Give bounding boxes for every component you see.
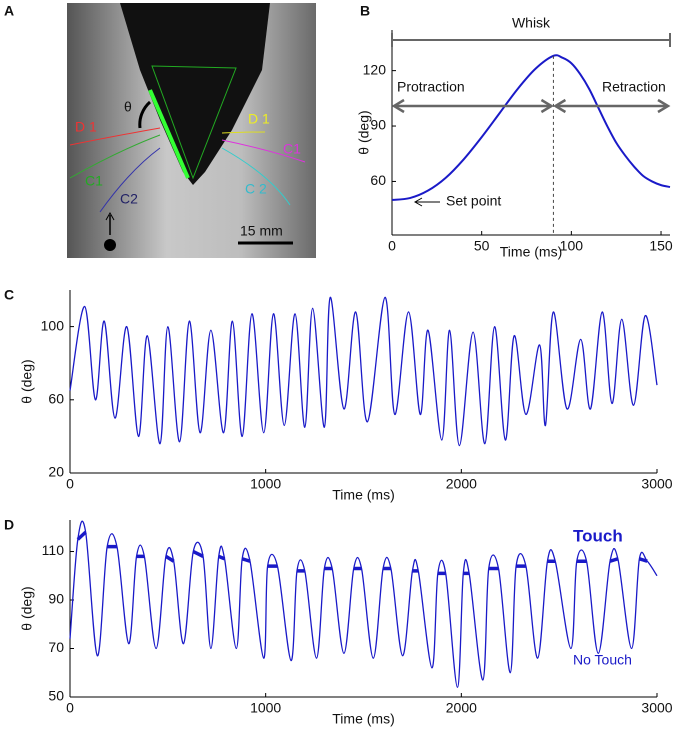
photo-panel: A θ D 1 C1 C2 D 1 C1 C 2 15 mm xyxy=(4,3,316,258)
chart: D 50 70 90 110 0 1000 2000 3000 Time (ms) θ (deg) T… xyxy=(4,517,673,727)
whisker-label: C1 xyxy=(85,173,103,189)
arrow-head xyxy=(552,98,567,114)
y-axis-label: θ (deg) xyxy=(356,110,372,154)
annotation: Set point xyxy=(446,193,501,209)
arrow-head xyxy=(540,98,554,114)
x-tick-label: 3000 xyxy=(641,700,672,716)
arrow-head xyxy=(391,98,405,114)
x-tick-label: 0 xyxy=(66,476,74,492)
angle-arc xyxy=(138,100,152,129)
y-axis-label: θ (deg) xyxy=(19,359,35,403)
x-tick-label: 50 xyxy=(474,238,490,254)
data-line xyxy=(69,520,658,688)
y-axis-label: θ (deg) xyxy=(19,586,35,630)
pole xyxy=(104,239,116,251)
x-tick-label: 150 xyxy=(649,238,673,254)
whisker xyxy=(221,147,291,206)
x-axis-label: Time (ms) xyxy=(500,244,562,260)
whisker xyxy=(221,139,306,163)
y-tick-label: 50 xyxy=(48,688,64,704)
whisker-label: D 1 xyxy=(248,111,270,127)
y-tick-label: 20 xyxy=(48,464,64,480)
x-axis-label: Time (ms) xyxy=(332,487,394,503)
y-tick-label: 90 xyxy=(370,117,386,133)
whisker-label: C2 xyxy=(120,191,138,207)
data-line xyxy=(76,530,648,576)
whisker xyxy=(221,131,266,134)
arrow-head xyxy=(657,98,671,114)
y-tick-label: 60 xyxy=(370,172,386,188)
x-tick-label: 0 xyxy=(388,238,396,254)
y-tick-label: 110 xyxy=(42,542,65,558)
y-tick-label: 100 xyxy=(41,317,65,333)
whisker-label: C1 xyxy=(283,141,301,157)
angle-label: θ xyxy=(124,99,132,115)
data-line xyxy=(69,296,658,447)
x-tick-label: 1000 xyxy=(250,700,281,716)
y-tick-label: 70 xyxy=(48,639,64,655)
x-tick-label: 0 xyxy=(66,700,74,716)
x-tick-label: 2000 xyxy=(446,476,477,492)
x-tick-label: 2000 xyxy=(446,700,477,716)
scale-label: 15 mm xyxy=(240,223,283,239)
whisker-label: C 2 xyxy=(245,181,267,197)
whisker xyxy=(69,127,161,146)
panel-label: C xyxy=(4,287,14,303)
legend-label: Touch xyxy=(573,526,623,545)
whisker-label: D 1 xyxy=(75,119,97,135)
y-tick-label: 120 xyxy=(363,61,387,77)
whisker xyxy=(99,147,161,213)
annotation: Whisk xyxy=(512,15,551,31)
angle-guide xyxy=(151,65,237,180)
annotation: Protraction xyxy=(397,79,465,95)
panel-label: D xyxy=(4,517,14,533)
y-tick-label: 60 xyxy=(48,391,64,407)
whisker-marker xyxy=(148,89,190,179)
chart: B 60 90 120 0 50 100 150 Time (ms) θ (deg) Whisk Pr… xyxy=(356,3,673,260)
arrow-head xyxy=(413,197,423,207)
annotation: Retraction xyxy=(602,79,666,95)
panel-label: A xyxy=(4,3,14,19)
x-tick-label: 3000 xyxy=(641,476,672,492)
arrow-head xyxy=(105,211,115,221)
x-tick-label: 1000 xyxy=(250,476,281,492)
x-axis-label: Time (ms) xyxy=(332,711,394,727)
y-tick-label: 90 xyxy=(48,591,64,607)
panel-label: B xyxy=(360,3,370,19)
whisker xyxy=(69,134,161,179)
snout xyxy=(120,3,270,185)
x-tick-label: 100 xyxy=(560,238,584,254)
data-line xyxy=(391,54,671,201)
legend-label: No Touch xyxy=(573,652,632,668)
